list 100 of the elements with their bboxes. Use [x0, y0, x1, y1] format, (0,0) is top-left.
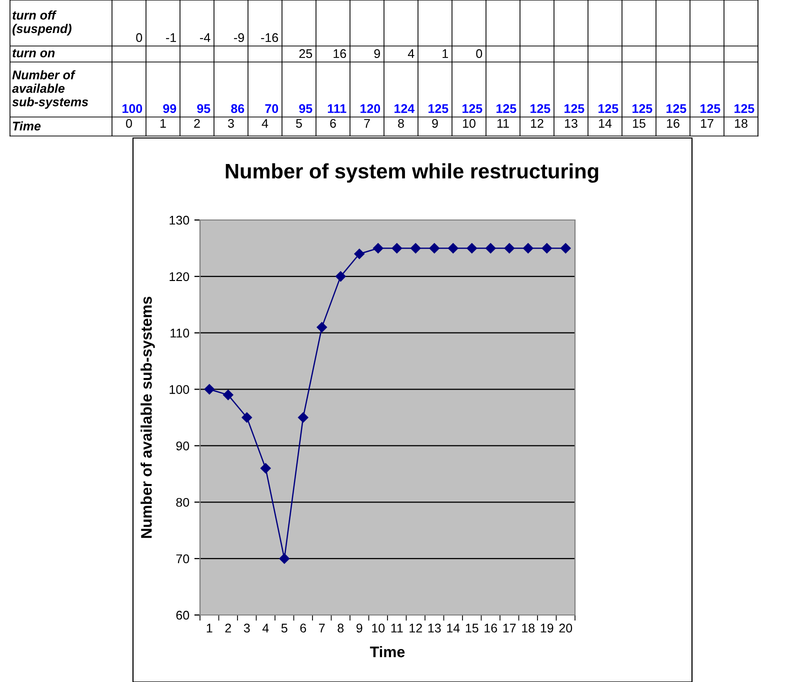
x-tick-label: 7: [319, 624, 325, 632]
point: [429, 243, 440, 254]
x-tick-label: 3: [244, 624, 250, 633]
x-tick-label: 18: [735, 118, 748, 128]
point: [316, 322, 327, 332]
point: [223, 390, 234, 400]
point: [523, 243, 534, 254]
point: [204, 384, 214, 394]
data-label: 4: [408, 49, 414, 58]
data-label: 120: [360, 104, 380, 114]
x-tick-label: 11: [497, 119, 509, 128]
point: [466, 243, 477, 254]
data-label: 125: [564, 104, 584, 114]
x-tick-label: 6: [300, 624, 306, 633]
x-tick-label: 20: [559, 624, 572, 633]
data-label: -4: [200, 33, 210, 42]
x-tick-label: 15: [466, 624, 478, 633]
data-label: 125: [700, 104, 720, 114]
x-tick-label: 8: [338, 624, 344, 633]
x-tick-label: 5: [296, 119, 302, 128]
x-tick-label: 14: [447, 624, 460, 632]
x-tick-label: 0: [126, 118, 132, 128]
data-label: 86: [231, 104, 244, 114]
data-label: -9: [234, 33, 244, 42]
x-tick-label: 17: [701, 119, 714, 128]
data-label: -16: [261, 33, 278, 42]
data-label: 124: [394, 104, 415, 113]
y-tick-label: turn off (suspend): [12, 10, 72, 36]
data-label: 1: [442, 49, 448, 58]
data-label: 25: [299, 49, 312, 58]
y-tick-label: 120: [170, 272, 190, 282]
x-tick-label: 1: [160, 119, 166, 128]
y-tick-label: Number of available sub-systems: [12, 70, 88, 109]
y-tick-label: 70: [176, 554, 190, 564]
point: [542, 243, 552, 254]
x-tick-label: 13: [565, 118, 578, 128]
y-tick-label: 60: [176, 610, 190, 620]
x-tick-label: 2: [225, 624, 231, 632]
x-tick-label: 4: [262, 624, 269, 632]
x-tick-label: 10: [463, 118, 476, 128]
point: [504, 243, 514, 254]
x-tick-label: 12: [531, 118, 544, 128]
x-tick-label: 12: [410, 624, 422, 632]
data-label: 95: [197, 104, 210, 114]
x-tick-label: 16: [484, 624, 498, 633]
x-tick-label: 15: [633, 119, 646, 128]
data-label: -1: [166, 33, 176, 42]
x-tick-label: 17: [503, 624, 516, 632]
chart-title: Number of system while restructuring: [226, 163, 598, 183]
point: [242, 412, 252, 423]
point: [260, 463, 271, 474]
data-label: 125: [496, 104, 516, 114]
point: [410, 243, 421, 254]
data-label: 125: [428, 104, 448, 114]
x-tick-label: 2: [194, 118, 200, 128]
x-tick-label: 9: [432, 118, 438, 128]
x-tick-label: 6: [330, 118, 336, 128]
point: [298, 412, 308, 423]
y-tick-label: 80: [176, 498, 190, 507]
x-tick-label: 3: [228, 118, 234, 128]
x-tick-label: 4: [262, 119, 268, 128]
point: [279, 553, 290, 564]
x-tick-label: 16: [667, 118, 680, 128]
x-axis-title: Time: [12, 121, 41, 131]
point: [354, 248, 364, 259]
data-label: 125: [632, 104, 652, 114]
data-label: 111: [328, 104, 346, 113]
data-label: 125: [734, 104, 754, 114]
data-label: 100: [122, 104, 142, 114]
data-label: 70: [265, 104, 278, 114]
data-label: 99: [163, 104, 176, 114]
x-tick-label: 8: [398, 118, 404, 128]
x-tick-label: 19: [540, 624, 554, 633]
x-tick-label: 18: [522, 624, 535, 633]
x-tick-label: 11: [391, 624, 403, 632]
data-label: 9: [374, 49, 380, 58]
data-label: 125: [666, 104, 686, 114]
point: [392, 243, 402, 254]
x-tick-label: 1: [206, 624, 212, 632]
data-label: 16: [334, 49, 346, 58]
point: [486, 243, 496, 254]
point: [448, 243, 458, 254]
data-label: 0: [476, 49, 482, 58]
y-tick-label: 90: [176, 442, 190, 450]
x-tick-label: 10: [372, 624, 385, 633]
point: [336, 271, 346, 282]
data-label: 125: [530, 104, 550, 114]
data-label: 95: [299, 104, 312, 114]
x-tick-label: 9: [356, 624, 362, 633]
x-tick-label: 7: [364, 119, 370, 128]
x-tick-label: 13: [428, 624, 441, 633]
data-label: 125: [598, 104, 618, 114]
x-tick-label: 14: [599, 119, 612, 128]
y-tick-label: 100: [170, 385, 190, 394]
y-tick-label: 110: [170, 328, 190, 338]
point: [373, 243, 384, 254]
data-label: 0: [136, 33, 142, 42]
x-axis-title: Time: [370, 646, 405, 658]
y-tick-label: 130: [170, 216, 190, 225]
point: [560, 243, 571, 254]
